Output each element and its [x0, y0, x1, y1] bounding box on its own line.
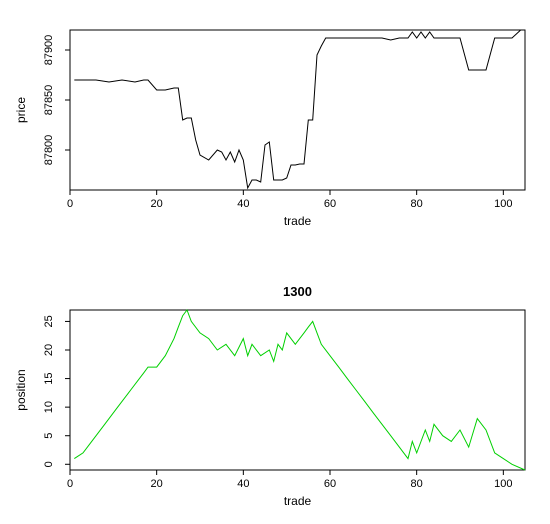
x-tick-label: 40 — [237, 198, 249, 210]
y-axis-label: price — [14, 97, 28, 123]
x-axis-label: trade — [284, 214, 312, 228]
x-tick-label: 60 — [324, 198, 336, 210]
y-tick-label: 25 — [43, 315, 55, 327]
y-tick-label: 5 — [43, 433, 55, 439]
figure-svg: 020406080100878008785087900tradeprice020… — [0, 0, 550, 524]
x-tick-label: 0 — [67, 478, 73, 490]
chart-figure: 020406080100878008785087900tradeprice020… — [0, 0, 550, 524]
x-tick-label: 100 — [494, 198, 512, 210]
y-axis-label: position — [14, 369, 28, 410]
y-tick-label: 20 — [43, 344, 55, 356]
y-tick-label: 87850 — [43, 85, 55, 116]
x-tick-label: 40 — [237, 478, 249, 490]
x-tick-label: 60 — [324, 478, 336, 490]
y-tick-label: 87800 — [43, 135, 55, 166]
x-tick-label: 20 — [151, 198, 163, 210]
x-axis-label: trade — [284, 494, 312, 508]
y-tick-label: 87900 — [43, 35, 55, 66]
plot-box — [70, 30, 525, 190]
x-tick-label: 80 — [411, 478, 423, 490]
plot-box — [70, 310, 525, 470]
x-tick-label: 0 — [67, 198, 73, 210]
x-tick-label: 80 — [411, 198, 423, 210]
y-tick-label: 0 — [43, 461, 55, 467]
chart-title: 1300 — [283, 284, 312, 299]
y-tick-label: 10 — [43, 401, 55, 413]
x-tick-label: 100 — [494, 478, 512, 490]
x-tick-label: 20 — [151, 478, 163, 490]
y-tick-label: 15 — [43, 372, 55, 384]
